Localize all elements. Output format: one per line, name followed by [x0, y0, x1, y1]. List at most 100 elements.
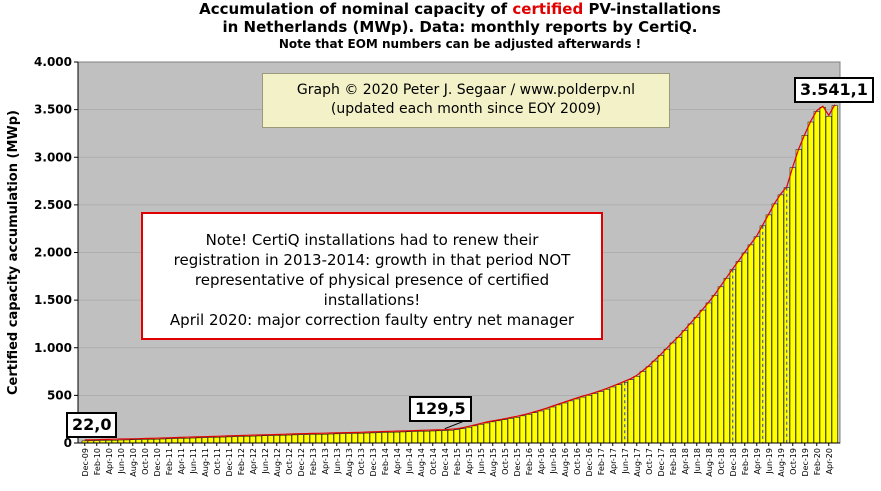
bar	[567, 400, 574, 444]
x-tick-label: Feb-18	[669, 448, 678, 475]
title-highlight: certified	[512, 0, 584, 18]
y-tick-label: 1.500	[34, 293, 72, 307]
y-axis-label: Certified capacity accumulation (MWp)	[6, 110, 21, 395]
x-tick-label: Oct-14	[429, 448, 438, 475]
bar	[513, 417, 520, 444]
chart-subtitle-note: Note that EOM numbers can be adjusted af…	[278, 37, 642, 51]
bar	[633, 376, 640, 444]
bar	[753, 236, 760, 444]
x-tick-label: Jun-10	[117, 448, 126, 475]
bar	[735, 261, 742, 444]
bar	[309, 434, 316, 444]
x-tick-label: Dec-16	[585, 448, 594, 477]
bar	[777, 194, 784, 444]
x-tick-label: Feb-20	[813, 448, 822, 475]
bar	[267, 435, 274, 444]
x-tick-label: Aug-19	[777, 448, 786, 477]
bar	[531, 412, 538, 444]
bar	[249, 435, 256, 444]
x-tick-label: Apr-15	[465, 448, 474, 474]
x-tick-label: Dec-10	[153, 448, 162, 477]
bar	[795, 149, 802, 444]
bar	[423, 430, 430, 444]
callout-last-value: 3.541,1	[794, 77, 874, 103]
bar	[285, 434, 292, 444]
x-tick-label: Dec-14	[441, 448, 450, 477]
x-tick-label: Dec-12	[297, 448, 306, 477]
bar	[231, 436, 238, 444]
x-tick-label: Feb-17	[597, 448, 606, 475]
bar	[675, 337, 682, 444]
bar	[669, 342, 676, 444]
bar	[831, 105, 838, 444]
x-tick-label: Oct-13	[357, 448, 366, 475]
x-axis: Dec-09 Feb-10 Apr-10 Jun-10 Aug-10 Oct-10 Dec-…	[78, 442, 840, 477]
x-tick-label: Apr-14	[393, 448, 402, 474]
note-line1: Note! CertiQ installations had to renew …	[205, 231, 539, 249]
bar	[519, 415, 526, 444]
x-tick-label: Oct-10	[141, 448, 150, 475]
x-tick-label: Aug-15	[489, 448, 498, 477]
bar	[159, 438, 166, 444]
bar	[387, 432, 394, 444]
x-tick-label: Apr-16	[537, 448, 546, 474]
bar	[315, 434, 322, 444]
x-tick-label: Jun-17	[621, 448, 630, 475]
bar	[555, 404, 562, 444]
x-tick-label: Feb-10	[93, 448, 102, 475]
x-tick-label: Dec-19	[801, 448, 810, 477]
bar	[495, 420, 502, 444]
x-tick-label: Jun-18	[693, 448, 702, 475]
bar	[717, 286, 724, 444]
bar	[441, 430, 448, 444]
bar	[573, 398, 580, 444]
bar	[279, 435, 286, 444]
bar	[819, 106, 826, 444]
bar	[741, 252, 748, 444]
bar	[153, 438, 160, 444]
bar	[183, 437, 190, 444]
y-tick-label: 4.000	[34, 55, 72, 69]
bar	[765, 214, 772, 444]
x-tick-label: Aug-18	[705, 448, 714, 477]
y-tick-label: 2.500	[34, 198, 72, 212]
callout-mid-value: 129,5	[409, 396, 472, 422]
x-tick-label: Aug-13	[345, 448, 354, 477]
bar	[459, 428, 466, 444]
bar	[723, 277, 730, 444]
x-tick-label: Apr-10	[105, 448, 114, 474]
bar	[375, 432, 382, 444]
x-tick-label: Dec-09	[81, 448, 90, 477]
bar	[207, 437, 214, 444]
bar	[369, 432, 376, 444]
bar	[213, 437, 220, 444]
x-tick-label: Apr-17	[609, 448, 618, 474]
bar	[411, 431, 418, 444]
bar	[291, 434, 298, 444]
y-tick-label: 3.000	[34, 150, 72, 164]
bar	[273, 435, 280, 444]
x-tick-label: Oct-17	[645, 448, 654, 475]
x-tick-label: Aug-10	[129, 448, 138, 477]
x-tick-label: Oct-19	[789, 448, 798, 475]
bar	[537, 410, 544, 444]
x-tick-label: Feb-11	[165, 448, 174, 475]
bar	[657, 355, 664, 444]
bar	[243, 436, 250, 444]
x-tick-label: Aug-14	[417, 448, 426, 477]
bar	[399, 431, 406, 444]
x-tick-label: Aug-17	[633, 448, 642, 477]
title-prefix: Accumulation of nominal capacity of	[199, 0, 513, 18]
x-tick-label: Jun-16	[549, 448, 558, 475]
bar	[681, 330, 688, 444]
bar	[303, 434, 310, 444]
x-tick-label: Oct-16	[573, 448, 582, 475]
x-tick-label: Feb-16	[525, 448, 534, 475]
note-line4: installations!	[323, 291, 421, 309]
note-line5: April 2020: major correction faulty entr…	[169, 311, 575, 329]
bar	[687, 323, 694, 444]
bar	[489, 421, 496, 444]
bar	[321, 433, 328, 444]
x-tick-label: Jun-19	[765, 448, 774, 475]
x-tick-label: Feb-12	[237, 448, 246, 475]
